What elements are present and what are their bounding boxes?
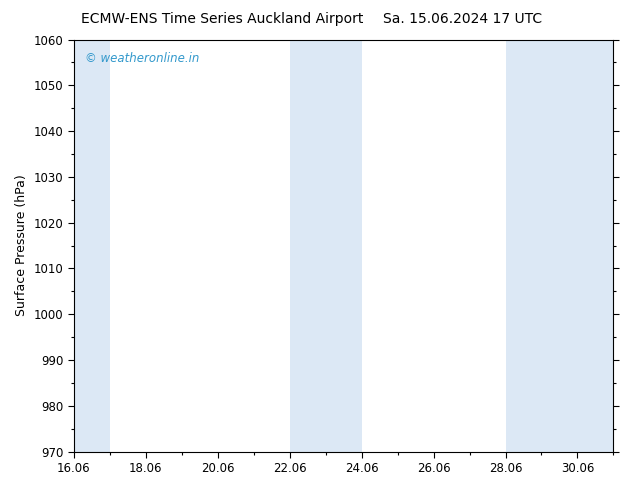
Bar — [578, 40, 614, 452]
Text: © weatheronline.in: © weatheronline.in — [84, 52, 199, 65]
Bar — [74, 40, 110, 452]
Text: Sa. 15.06.2024 17 UTC: Sa. 15.06.2024 17 UTC — [384, 12, 542, 26]
Text: ECMW-ENS Time Series Auckland Airport: ECMW-ENS Time Series Auckland Airport — [81, 12, 363, 26]
Bar — [326, 40, 361, 452]
Bar — [541, 40, 578, 452]
Y-axis label: Surface Pressure (hPa): Surface Pressure (hPa) — [15, 175, 28, 317]
Bar — [290, 40, 326, 452]
Bar — [505, 40, 541, 452]
